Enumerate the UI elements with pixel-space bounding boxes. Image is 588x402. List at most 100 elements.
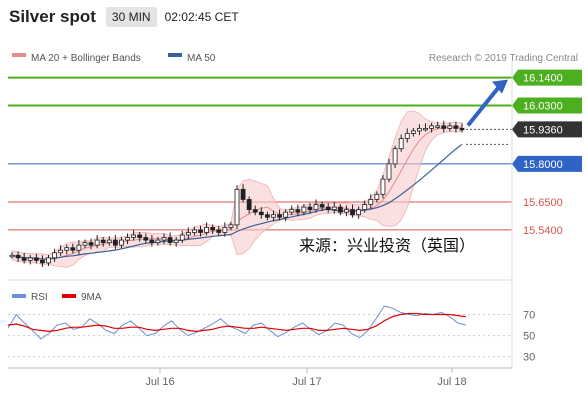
price-candle xyxy=(119,237,124,249)
price-candle xyxy=(161,233,167,245)
price-candle xyxy=(423,123,428,132)
level-tag-label: 15.9360 xyxy=(523,124,563,136)
price-candle xyxy=(198,225,203,237)
price-candle xyxy=(435,121,441,129)
level-tag-label: 16.1400 xyxy=(523,73,563,85)
price-candle xyxy=(216,225,222,236)
price-candle xyxy=(185,227,191,240)
price-candle xyxy=(350,204,355,218)
price-candle xyxy=(410,127,416,137)
timestamp: 02:02:45 CET xyxy=(164,10,239,24)
price-candle xyxy=(368,194,374,209)
level-tag-resistance: 16.0300 xyxy=(512,97,582,114)
x-tick-label: Jul 16 xyxy=(145,376,174,388)
price-candle xyxy=(228,221,234,231)
level-tag-last-price: 15.9360 xyxy=(512,121,582,138)
price-candle xyxy=(52,248,57,262)
price-candle xyxy=(337,204,343,216)
price-candle xyxy=(265,211,270,221)
price-candle xyxy=(58,245,64,256)
level-tag-resistance: 16.1400 xyxy=(512,69,582,86)
price-candle xyxy=(112,235,118,250)
price-candle xyxy=(100,237,106,247)
legend-swatch-ma20 xyxy=(12,53,26,57)
price-candle xyxy=(94,235,100,249)
symbol-title: Silver spot xyxy=(9,7,96,26)
price-candle xyxy=(21,252,27,264)
rsi-panel: 70 50 30 xyxy=(7,305,535,364)
price-candle xyxy=(33,253,39,264)
price-candle xyxy=(283,209,289,222)
interval-badge[interactable]: 30 MIN xyxy=(105,7,157,27)
legend-label-rsi: RSI xyxy=(31,292,48,303)
chart-header: Silver spot 30 MIN 02:02:45 CET xyxy=(0,0,588,34)
price-candle xyxy=(398,134,404,152)
price-candle xyxy=(380,175,386,199)
price-candle xyxy=(295,204,301,217)
price-candle xyxy=(277,209,282,221)
price-candle xyxy=(252,205,258,216)
price-candle xyxy=(246,196,252,214)
price-candle xyxy=(179,230,185,244)
price-candle xyxy=(441,120,447,133)
legend-label-ma20: MA 20 + Bollinger Bands xyxy=(31,53,141,64)
price-candle xyxy=(319,201,325,212)
legend-swatch-9ma xyxy=(62,294,76,298)
rsi-tick-label: 70 xyxy=(523,310,535,322)
price-candle xyxy=(9,252,15,259)
rsi-tick-label: 50 xyxy=(523,331,535,343)
price-candle xyxy=(301,204,307,216)
price-candle xyxy=(167,232,173,246)
price-candle xyxy=(404,128,410,143)
price-candle xyxy=(258,207,264,219)
price-candle xyxy=(374,191,380,203)
price-candle xyxy=(210,224,216,234)
price-candle xyxy=(204,222,209,236)
price-candle xyxy=(137,231,143,242)
projection-arrow-shaft xyxy=(466,84,502,127)
legend-label-ma50: MA 50 xyxy=(187,53,216,64)
price-candle xyxy=(125,233,130,245)
price-candle xyxy=(447,122,453,132)
level-tag-label: 15.6500 xyxy=(523,197,563,209)
legend-swatch-rsi xyxy=(12,294,26,298)
ma50-line xyxy=(11,143,463,260)
source-annotation: 来源：兴业投资（英国） xyxy=(299,236,475,255)
rsi-tick-label: 30 xyxy=(523,352,535,364)
price-candle xyxy=(386,158,392,183)
legend-label-9ma: 9MA xyxy=(81,292,102,303)
price-candle xyxy=(271,210,276,222)
price-candle xyxy=(131,229,137,241)
price-candle xyxy=(70,243,76,254)
level-tag-support: 15.5400 xyxy=(523,225,563,237)
price-candle xyxy=(149,235,155,247)
x-tick-label: Jul 17 xyxy=(292,376,321,388)
price-candle xyxy=(459,123,465,133)
price-candle xyxy=(64,244,70,255)
rsi-series-rsi xyxy=(7,305,467,340)
price-candle xyxy=(143,233,149,244)
rsi-series-9ma xyxy=(7,312,467,333)
price-candle xyxy=(155,237,161,246)
price-candle xyxy=(46,254,51,266)
price-candle xyxy=(240,184,246,203)
price-candle xyxy=(453,121,459,133)
watermark: Research © 2019 Trading Central xyxy=(429,53,578,64)
price-candle xyxy=(289,205,295,216)
price-candle xyxy=(222,222,228,237)
price-candle xyxy=(392,145,398,168)
price-legend: MA 20 + Bollinger Bands MA 50 Research ©… xyxy=(12,53,578,64)
x-tick-label: Jul 18 xyxy=(437,376,466,388)
price-candle xyxy=(192,226,197,236)
price-panel xyxy=(8,76,512,281)
price-candle xyxy=(429,122,434,133)
price-candle xyxy=(313,199,319,213)
projection-arrow-head xyxy=(492,79,508,94)
price-candle xyxy=(106,236,112,246)
level-tag-label: 15.8000 xyxy=(523,159,563,171)
legend-swatch-ma50 xyxy=(168,53,182,57)
price-candle xyxy=(173,237,179,247)
price-candle xyxy=(76,240,82,255)
price-candle xyxy=(362,200,368,213)
price-candle xyxy=(234,185,240,229)
